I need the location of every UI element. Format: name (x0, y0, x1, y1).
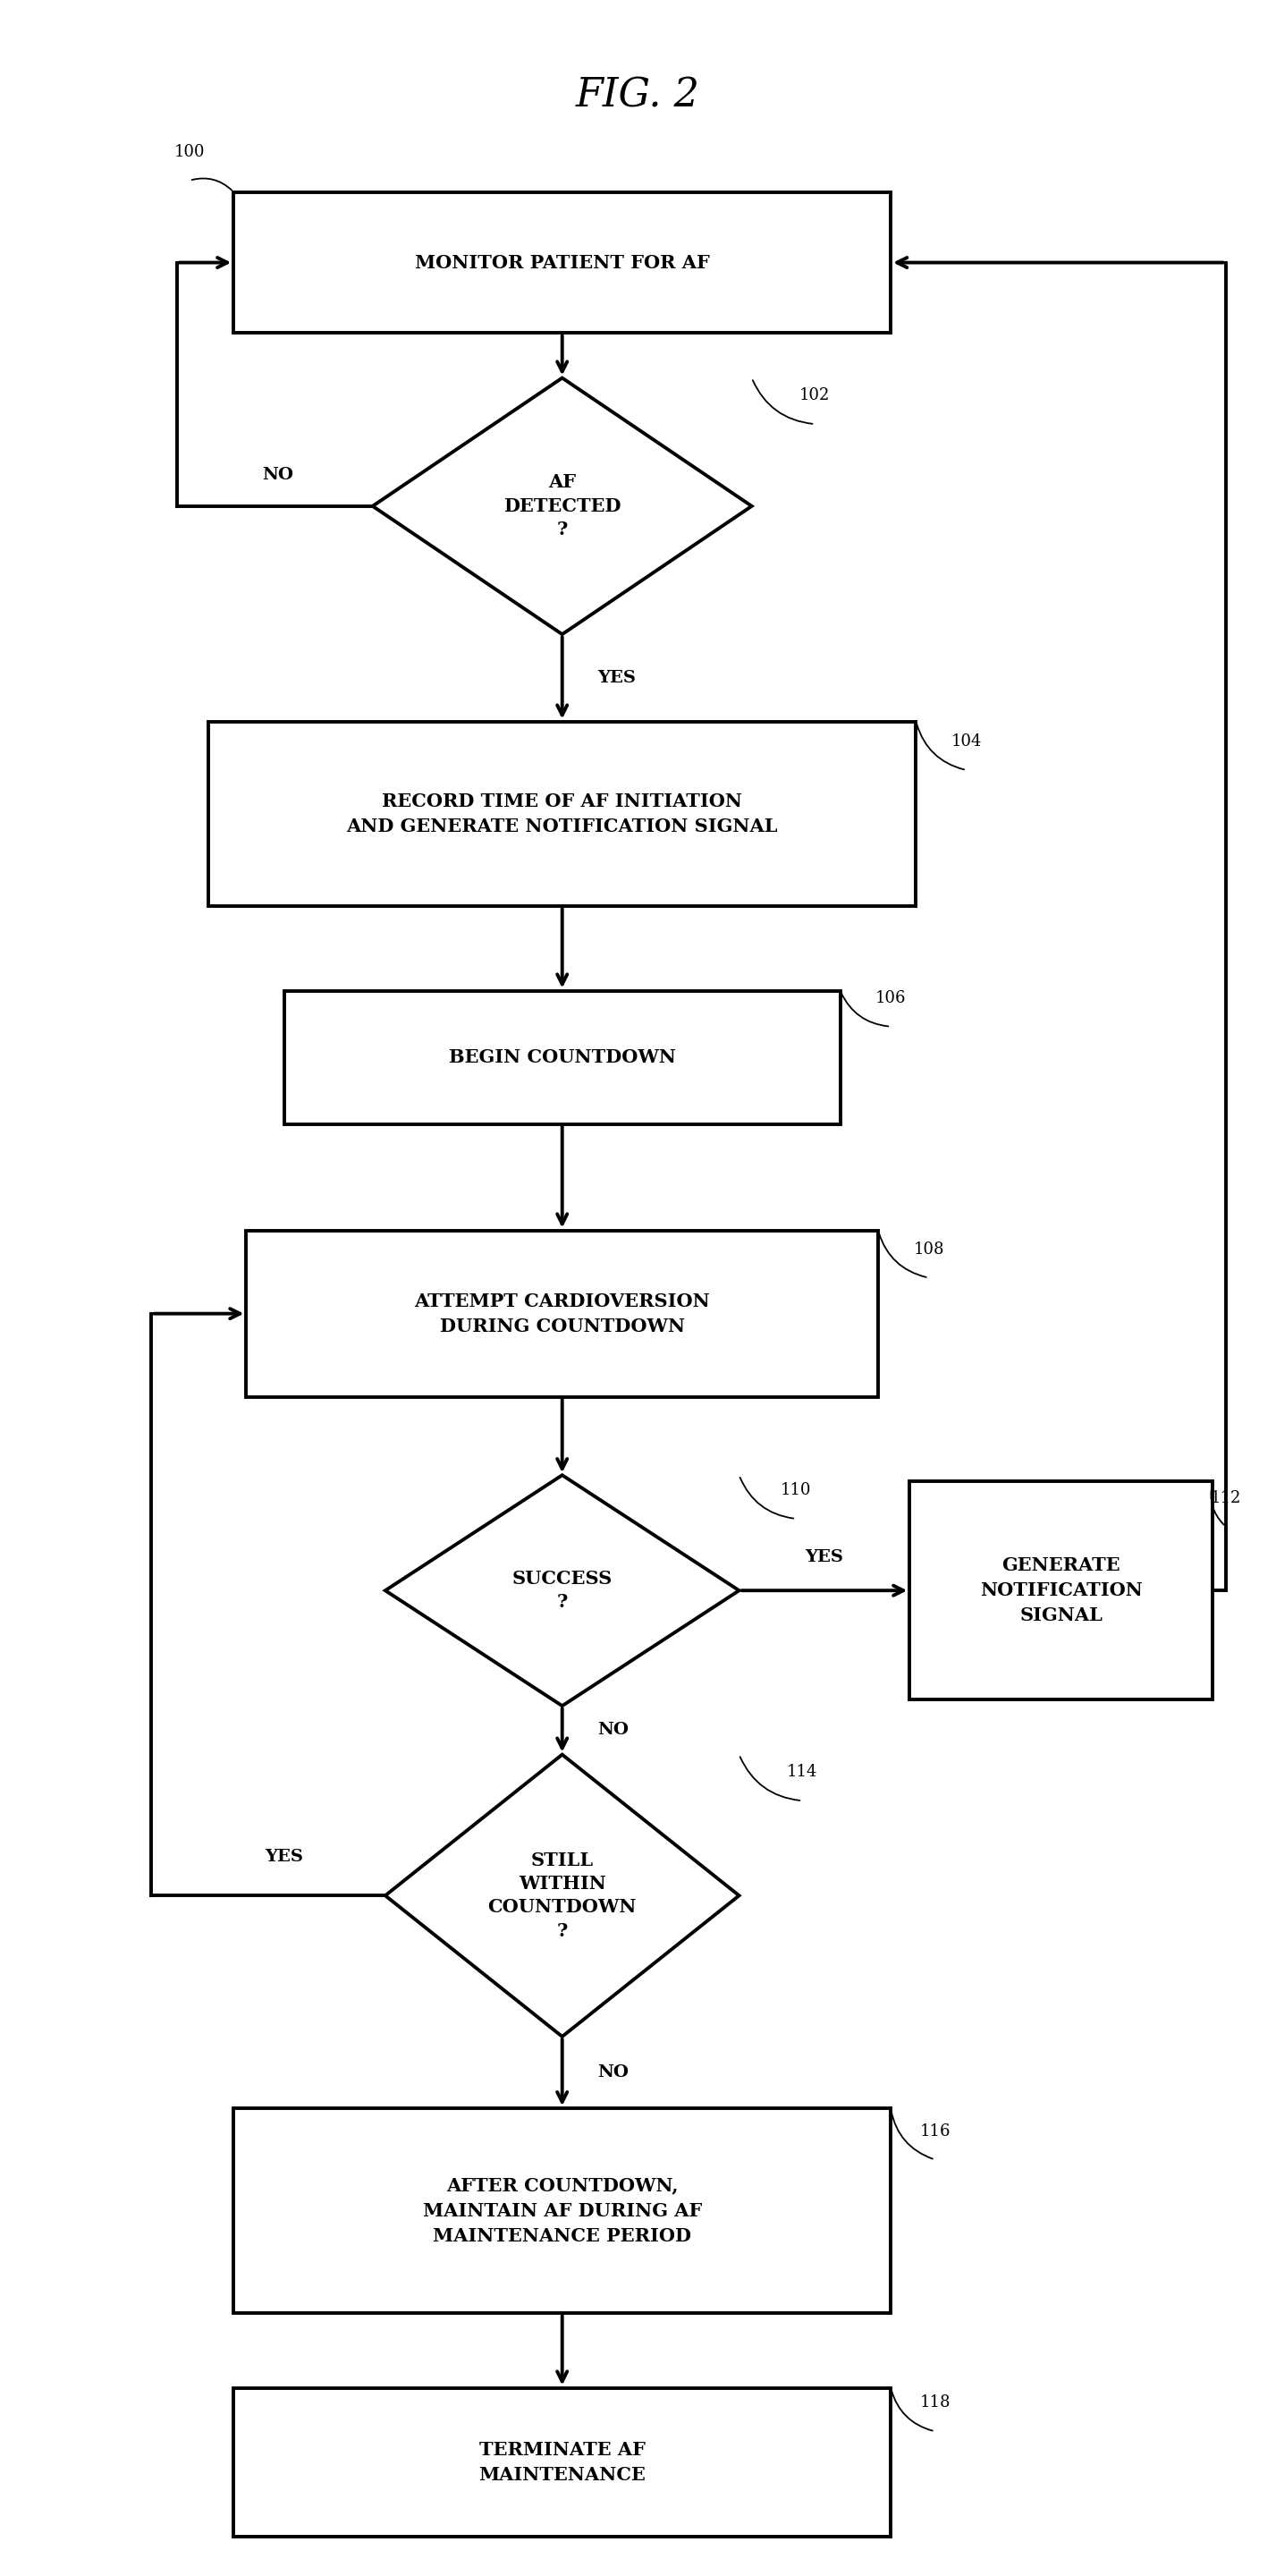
Polygon shape (385, 1476, 739, 1705)
FancyBboxPatch shape (910, 1481, 1213, 1700)
Text: 100: 100 (174, 144, 205, 160)
Text: 114: 114 (787, 1765, 818, 1780)
Text: FIG. 2: FIG. 2 (575, 77, 701, 116)
FancyBboxPatch shape (234, 193, 891, 332)
FancyBboxPatch shape (246, 1231, 878, 1396)
Polygon shape (373, 379, 752, 634)
Text: 108: 108 (914, 1242, 944, 1257)
Text: 116: 116 (920, 2123, 951, 2138)
Text: GENERATE
NOTIFICATION
SIGNAL: GENERATE NOTIFICATION SIGNAL (980, 1556, 1142, 1625)
Text: 102: 102 (800, 386, 831, 404)
FancyBboxPatch shape (208, 721, 916, 907)
Text: YES: YES (265, 1850, 304, 1865)
FancyBboxPatch shape (234, 2388, 891, 2537)
Text: BEGIN COUNTDOWN: BEGIN COUNTDOWN (449, 1048, 676, 1066)
Text: YES: YES (597, 670, 635, 685)
Text: MONITOR PATIENT FOR AF: MONITOR PATIENT FOR AF (415, 252, 709, 270)
FancyBboxPatch shape (234, 2107, 891, 2313)
Text: 112: 112 (1210, 1489, 1242, 1507)
Text: 106: 106 (875, 989, 906, 1007)
Text: ATTEMPT CARDIOVERSION
DURING COUNTDOWN: ATTEMPT CARDIOVERSION DURING COUNTDOWN (415, 1293, 709, 1334)
Text: 104: 104 (951, 734, 983, 750)
FancyBboxPatch shape (285, 992, 840, 1123)
Text: SUCCESS
?: SUCCESS ? (512, 1569, 612, 1610)
Text: NO: NO (263, 466, 293, 484)
Text: 110: 110 (781, 1481, 812, 1499)
Text: AF
DETECTED
?: AF DETECTED ? (504, 474, 621, 538)
Text: STILL
WITHIN
COUNTDOWN
?: STILL WITHIN COUNTDOWN ? (487, 1852, 637, 1940)
Text: NO: NO (597, 2063, 629, 2081)
Text: RECORD TIME OF AF INITIATION
AND GENERATE NOTIFICATION SIGNAL: RECORD TIME OF AF INITIATION AND GENERAT… (347, 793, 778, 835)
Text: NO: NO (597, 1723, 629, 1739)
Text: YES: YES (805, 1548, 843, 1564)
Text: AFTER COUNTDOWN,
MAINTAIN AF DURING AF
MAINTENANCE PERIOD: AFTER COUNTDOWN, MAINTAIN AF DURING AF M… (422, 2177, 702, 2244)
Text: 118: 118 (920, 2396, 951, 2411)
Polygon shape (385, 1754, 739, 2038)
Text: TERMINATE AF
MAINTENANCE: TERMINATE AF MAINTENANCE (478, 2439, 646, 2483)
